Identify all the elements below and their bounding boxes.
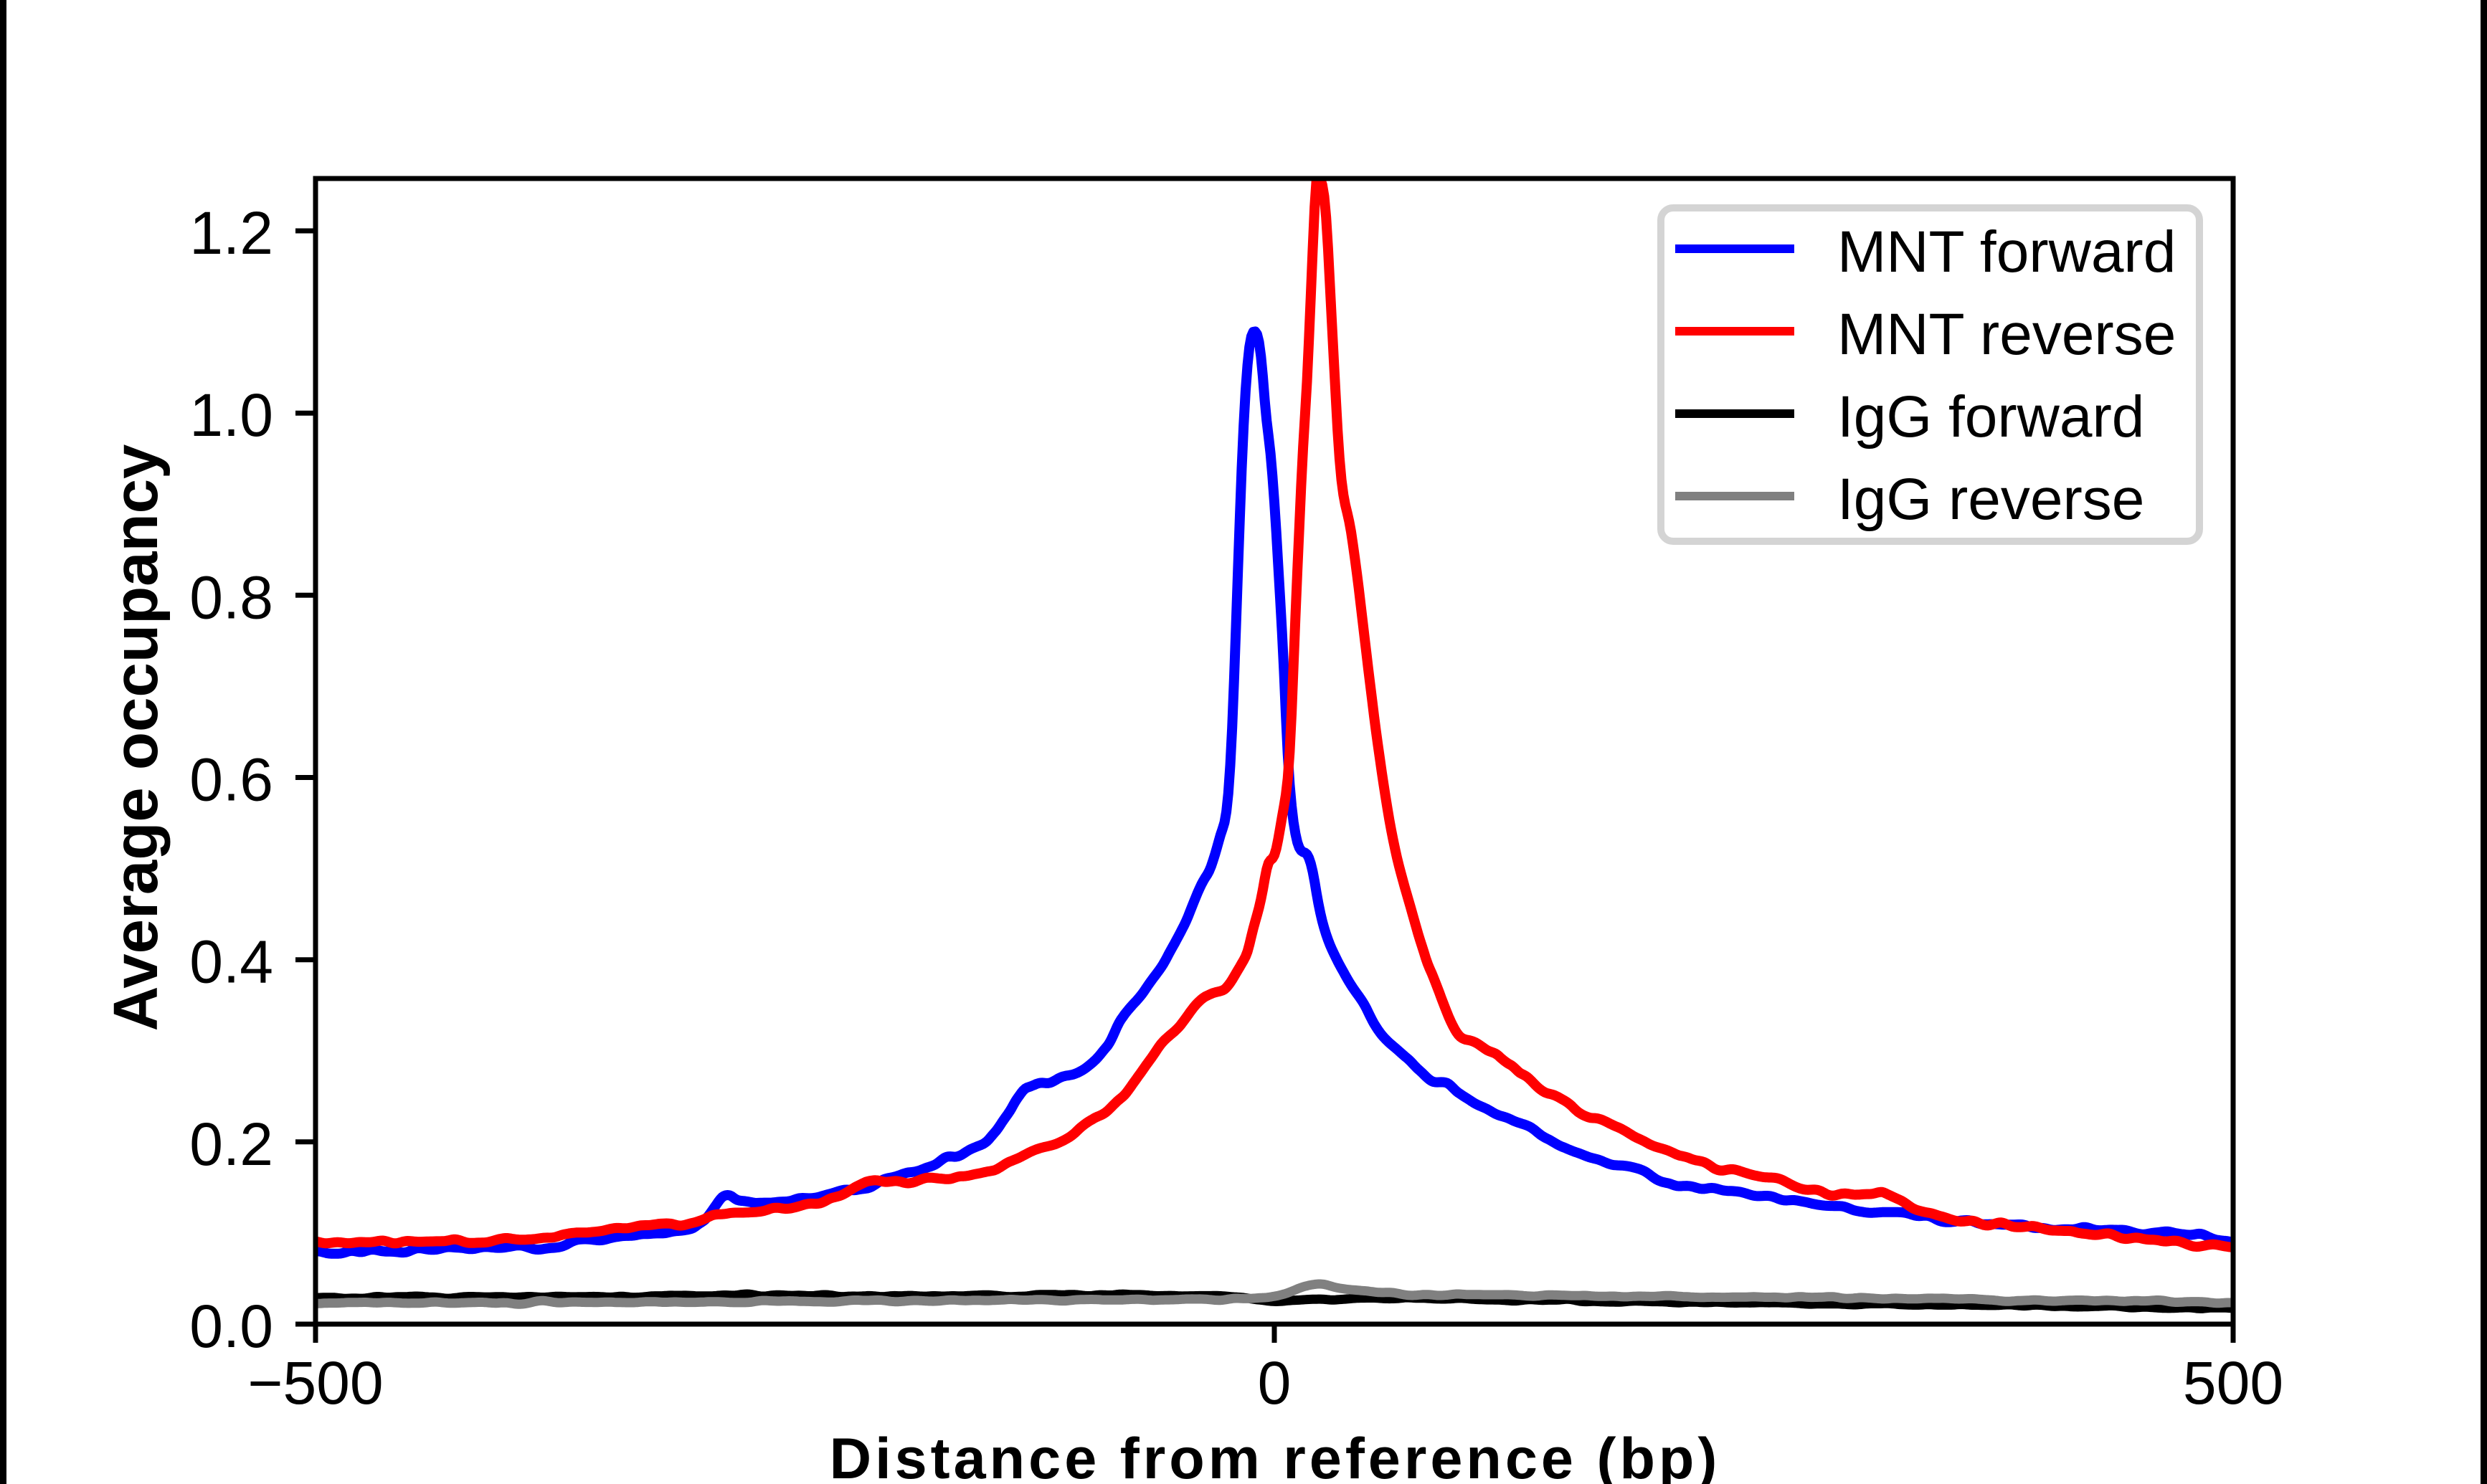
- svg-text:Distance from reference (bp): Distance from reference (bp): [830, 1427, 1721, 1484]
- svg-text:MNT forward: MNT forward: [1837, 219, 2176, 285]
- svg-text:0.4: 0.4: [189, 928, 273, 996]
- svg-text:500: 500: [2183, 1349, 2283, 1417]
- svg-text:MNT reverse: MNT reverse: [1837, 302, 2176, 367]
- svg-text:0.6: 0.6: [189, 746, 273, 814]
- svg-text:0.8: 0.8: [189, 563, 273, 631]
- svg-text:1.2: 1.2: [189, 199, 273, 267]
- svg-text:IgG forward: IgG forward: [1837, 384, 2144, 450]
- svg-text:0.0: 0.0: [189, 1293, 273, 1360]
- svg-text:0: 0: [1258, 1349, 1292, 1417]
- svg-text:−500: −500: [247, 1349, 383, 1417]
- svg-text:IgG reverse: IgG reverse: [1837, 467, 2144, 532]
- svg-text:0.2: 0.2: [189, 1110, 273, 1178]
- svg-text:Average occupancy: Average occupancy: [101, 444, 171, 1032]
- svg-text:1.0: 1.0: [189, 381, 273, 449]
